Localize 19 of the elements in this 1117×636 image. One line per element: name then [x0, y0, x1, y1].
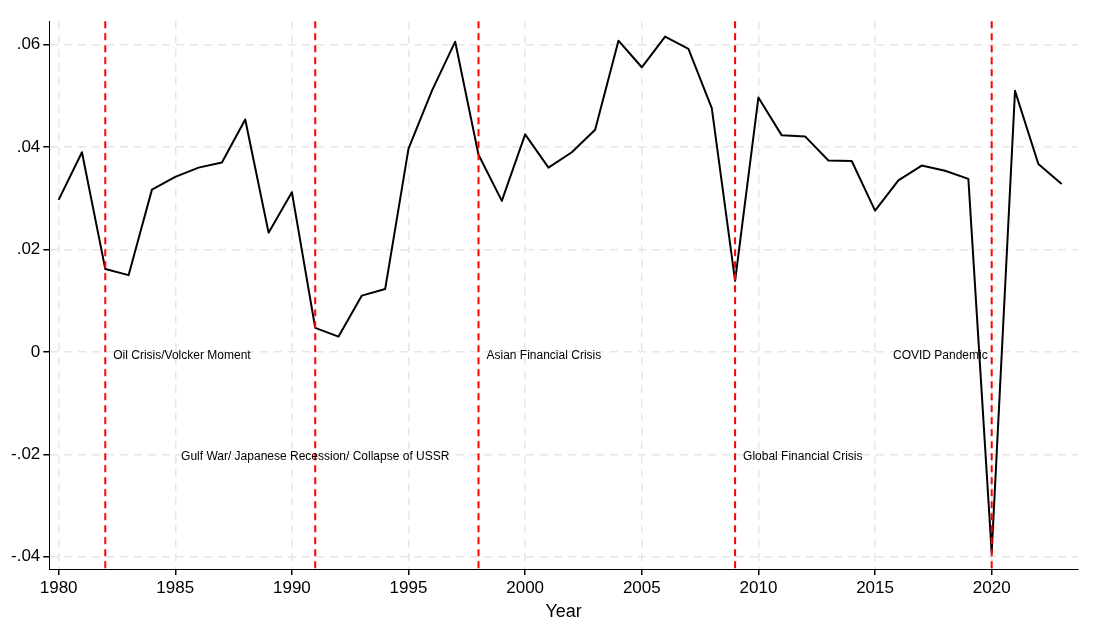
ref-line-label: Asian Financial Crisis	[486, 347, 602, 362]
y-tick-label: -.04	[11, 546, 41, 566]
x-tick-label: 1995	[389, 577, 428, 597]
y-tick-label: .04	[16, 136, 41, 156]
x-tick-label: 1985	[156, 577, 195, 597]
y-tick-label: .02	[16, 239, 41, 259]
ref-line-label: Oil Crisis/Volcker Moment	[113, 347, 252, 362]
x-tick-label: 2020	[972, 577, 1011, 597]
x-tick-label: 1990	[272, 577, 311, 597]
y-tick-label: .06	[16, 34, 41, 54]
x-tick-label: 2015	[856, 577, 894, 597]
x-tick-label: 2005	[622, 577, 661, 597]
y-tick-label: -.02	[11, 444, 41, 464]
x-tick-label: 2000	[506, 577, 545, 597]
ref-line-label: Global Financial Crisis	[743, 449, 863, 464]
x-tick-label: 2010	[739, 577, 778, 597]
x-tick-label: 1980	[39, 577, 78, 597]
x-axis-title: Year	[545, 601, 582, 622]
y-tick-label: 0	[30, 341, 41, 361]
